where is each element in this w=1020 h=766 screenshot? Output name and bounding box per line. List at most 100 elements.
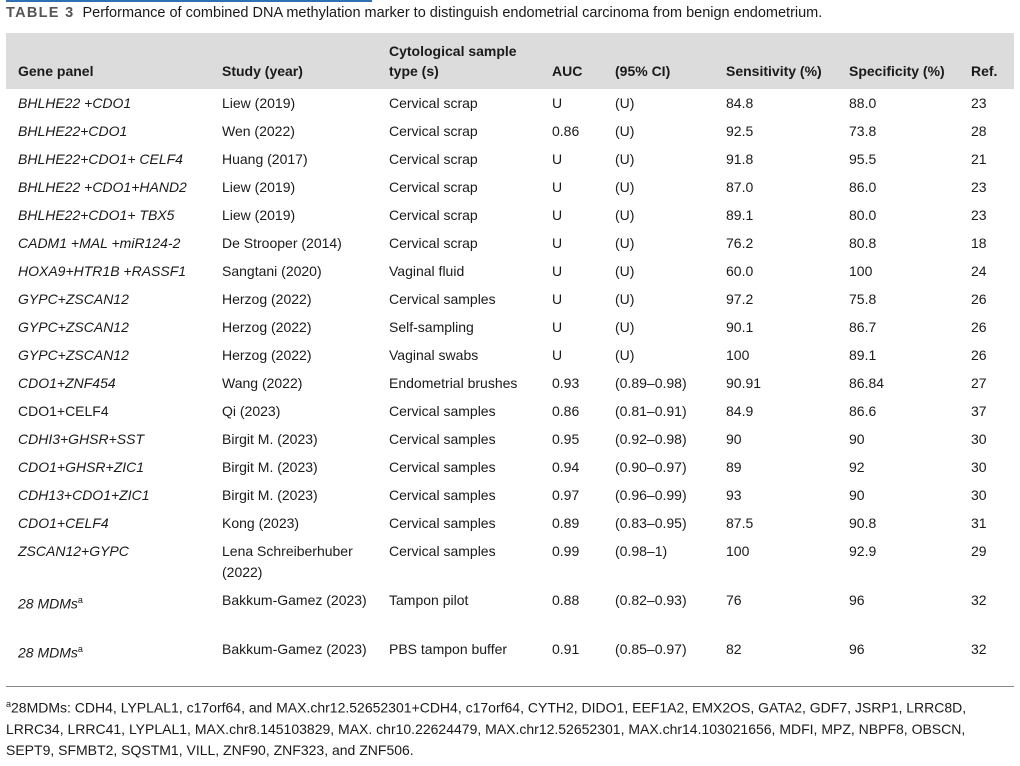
auc-cell: 0.91 (552, 641, 580, 657)
ci-cell: (0.81–0.91) (615, 403, 687, 419)
specificity-cell: 92.9 (849, 543, 877, 559)
sample-type-cell: Cervical samples (389, 487, 496, 503)
study-cell: Birgit M. (2023) (222, 487, 318, 503)
footnote-ref-marker: a (77, 644, 83, 654)
auc-cell: 0.88 (552, 592, 580, 608)
sample-type-cell: PBS tampon buffer (389, 641, 508, 657)
study-cell: Sangtani (2020) (222, 263, 322, 279)
ref-cell: 23 (971, 179, 987, 195)
gene-panel-text: 28 MDMs (18, 595, 78, 612)
sensitivity-cell: 84.8 (726, 95, 754, 111)
auc-cell: 0.94 (552, 459, 580, 475)
gene-panel-text: BHLHE22 +CDO1 (18, 95, 132, 111)
sample-type-cell: Cervical scrap (389, 207, 478, 223)
ci-cell: (U) (615, 291, 635, 307)
ref-cell: 26 (971, 291, 987, 307)
auc-cell: 0.99 (552, 543, 580, 559)
study-cell: Wang (2022) (222, 375, 303, 391)
gene-panel-text: BHLHE22 +CDO1+HAND2 (18, 179, 187, 195)
footnote-marker: a (6, 699, 12, 709)
specificity-cell: 95.5 (849, 151, 877, 167)
top-accent-rule (6, 0, 372, 2)
sample-type-cell: Vaginal fluid (389, 263, 465, 279)
ref-cell: 21 (971, 151, 987, 167)
sensitivity-cell: 89.1 (726, 207, 754, 223)
auc-cell: 0.86 (552, 403, 580, 419)
study-cell: Birgit M. (2023) (222, 431, 318, 447)
gene-panel-text: CDO1+ZNF454 (18, 375, 116, 391)
table-row: GYPC+ZSCAN12 Herzog (2022) Vaginal swabs U (… (6, 341, 1014, 369)
header-study-year: Study (year) (222, 63, 303, 79)
table-caption: TABLE 3 Performance of combined DNA methy… (6, 5, 822, 21)
header-sample-type: Cytological sample type (s) (389, 43, 517, 79)
sensitivity-cell: 100 (726, 543, 750, 559)
sensitivity-cell: 90.1 (726, 319, 754, 335)
sensitivity-cell: 97.2 (726, 291, 754, 307)
table-row: GYPC+ZSCAN12 Herzog (2022) Cervical sample… (6, 285, 1014, 313)
ref-cell: 30 (971, 459, 987, 475)
gene-panel-cell: CADM1 +MAL +miR124-2 (6, 229, 210, 257)
ci-cell: (0.92–0.98) (615, 431, 687, 447)
auc-cell: 0.93 (552, 375, 580, 391)
ref-cell: 30 (971, 431, 987, 447)
ci-cell: (0.98–1) (615, 543, 668, 559)
sample-type-cell: Cervical samples (389, 543, 496, 559)
sample-type-cell: Cervical scrap (389, 123, 478, 139)
auc-cell: U (552, 263, 563, 279)
specificity-cell: 86.6 (849, 403, 877, 419)
table-row: 28 MDMsa Bakkum-Gamez (2023) PBS tampon bu… (6, 635, 1014, 684)
table-row: 28 MDMsa Bakkum-Gamez (2023) Tampon pilot 0… (6, 586, 1014, 635)
sensitivity-cell: 76 (726, 592, 742, 608)
ci-cell: (0.85–0.97) (615, 641, 687, 657)
ref-cell: 27 (971, 375, 987, 391)
specificity-cell: 73.8 (849, 123, 877, 139)
gene-panel-text: BHLHE22+CDO1+ CELF4 (18, 151, 183, 167)
gene-panel-text: CADM1 +MAL +miR124-2 (18, 235, 181, 251)
ref-cell: 26 (971, 319, 987, 335)
gene-panel-text: ZSCAN12+GYPC (18, 543, 129, 559)
header-sensitivity: Sensitivity (%) (726, 63, 822, 79)
table-row: CDO1+CELF4 Qi (2023) Cervical samples 0.86 (… (6, 397, 1014, 425)
gene-panel-text: 28 MDMs (18, 644, 78, 661)
gene-panel-text: BHLHE22+CDO1+ TBX5 (18, 207, 175, 223)
ci-cell: (0.89–0.98) (615, 375, 687, 391)
ci-cell: (U) (615, 151, 635, 167)
specificity-cell: 86.84 (849, 375, 885, 391)
study-cell: Liew (2019) (222, 207, 296, 223)
study-cell: Herzog (2022) (222, 319, 312, 335)
table-row: BHLHE22 +CDO1 Liew (2019) Cervical scrap U (… (6, 89, 1014, 117)
methylation-marker-table: Gene panel Study (year) Cytological samp… (6, 33, 1014, 684)
sensitivity-cell: 91.8 (726, 151, 754, 167)
gene-panel-text: CDO1+CELF4 (18, 403, 109, 419)
sensitivity-cell: 87.5 (726, 515, 754, 531)
specificity-cell: 90.8 (849, 515, 877, 531)
sensitivity-cell: 82 (726, 641, 742, 657)
table-row: BHLHE22+CDO1 Wen (2022) Cervical scrap 0.86… (6, 117, 1014, 145)
gene-panel-text: GYPC+ZSCAN12 (18, 347, 129, 363)
sample-type-cell: Cervical scrap (389, 151, 478, 167)
sensitivity-cell: 100 (726, 347, 750, 363)
ref-cell: 29 (971, 543, 987, 559)
sample-type-cell: Tampon pilot (389, 592, 469, 608)
study-cell: Lena Schreiberhuber (2022) (222, 543, 353, 580)
auc-cell: 0.95 (552, 431, 580, 447)
gene-panel-cell: BHLHE22+CDO1 (6, 117, 210, 145)
table-label: TABLE 3 (6, 5, 75, 21)
ci-cell: (U) (615, 179, 635, 195)
auc-cell: U (552, 151, 563, 167)
gene-panel-cell: CDH13+CDO1+ZIC1 (6, 481, 210, 509)
specificity-cell: 80.8 (849, 235, 877, 251)
gene-panel-cell: GYPC+ZSCAN12 (6, 285, 210, 313)
gene-panel-cell: GYPC+ZSCAN12 (6, 313, 210, 341)
study-cell: Bakkum-Gamez (2023) (222, 592, 367, 608)
gene-panel-cell: 28 MDMsa (6, 635, 210, 684)
table-row: CADM1 +MAL +miR124-2 De Strooper (2014) Ce… (6, 229, 1014, 257)
table-row: HOXA9+HTR1B +RASSF1 Sangtani (2020) Vagina… (6, 257, 1014, 285)
ci-cell: (0.83–0.95) (615, 515, 687, 531)
gene-panel-cell: HOXA9+HTR1B +RASSF1 (6, 257, 210, 285)
study-cell: Birgit M. (2023) (222, 459, 318, 475)
sample-type-cell: Vaginal swabs (389, 347, 479, 363)
header-gene-panel: Gene panel (18, 63, 94, 79)
study-cell: Bakkum-Gamez (2023) (222, 641, 367, 657)
gene-panel-cell: CDO1+CELF4 (6, 509, 210, 537)
